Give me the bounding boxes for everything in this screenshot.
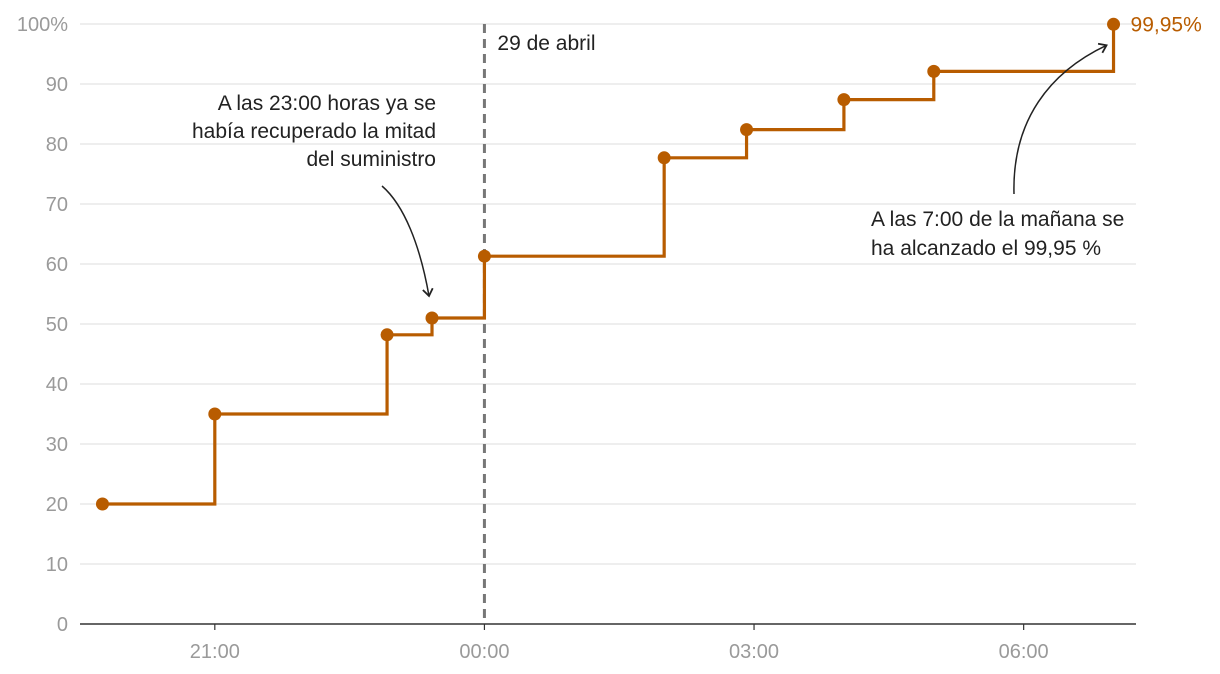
x-tick-label: 06:00 (999, 641, 1049, 663)
data-point (927, 64, 941, 78)
gridlines (80, 23, 1136, 565)
data-point (740, 123, 754, 137)
series-group: 99,95% (95, 13, 1202, 511)
annotation-text: ha alcanzado el 99,95 % (871, 237, 1101, 260)
data-point (837, 93, 851, 107)
x-tick-label: 03:00 (729, 641, 779, 663)
end-value-label: 99,95% (1131, 13, 1202, 36)
series-step-line (102, 24, 1116, 506)
y-tick-label: 70 (46, 194, 68, 216)
annotation-arrow (1013, 42, 1108, 195)
annotation-arrow (381, 185, 434, 298)
annotation-text: A las 23:00 horas ya se (218, 92, 436, 115)
annotation-text: del suministro (306, 148, 436, 171)
y-tick-label: 0 (57, 614, 68, 636)
data-point (95, 497, 109, 511)
data-point (208, 407, 222, 421)
data-point (425, 311, 439, 325)
reference-line-group: 29 de abril (482, 24, 596, 624)
y-tick-label: 80 (46, 134, 68, 156)
reference-line-label: 29 de abril (497, 32, 595, 55)
axes: 0 10 20 30 40 50 60 70 80 90 100% 21:00 00:00 03:00 06… (17, 14, 1136, 663)
y-tick-label: 90 (46, 74, 68, 96)
x-tick-label: 21:00 (190, 641, 240, 663)
y-tick-label: 10 (46, 554, 68, 576)
y-tick-label: 60 (46, 254, 68, 276)
y-tick-label: 50 (46, 314, 68, 336)
data-point (657, 151, 671, 165)
annotation-text: A las 7:00 de la mañana se (871, 208, 1124, 231)
y-tick-label: 20 (46, 494, 68, 516)
y-tick-label: 100% (17, 14, 68, 36)
data-point (477, 249, 491, 263)
y-tick-label: 40 (46, 374, 68, 396)
data-point (1107, 17, 1121, 31)
x-tick-label: 00:00 (459, 641, 509, 663)
annotations: A las 23:00 horas ya se había recuperado … (192, 42, 1124, 298)
y-tick-label: 30 (46, 434, 68, 456)
data-point (380, 328, 394, 342)
annotation-text: había recuperado la mitad (192, 120, 436, 143)
